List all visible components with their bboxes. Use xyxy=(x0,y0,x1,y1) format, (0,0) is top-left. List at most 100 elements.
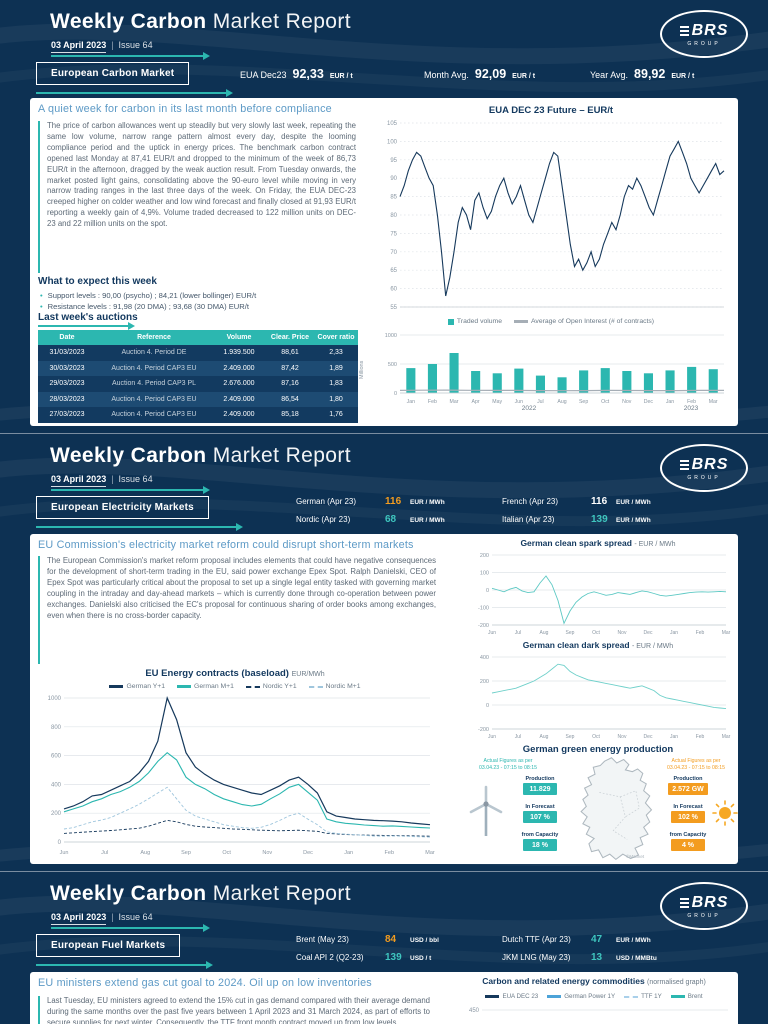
cell-ratio: 1,83 xyxy=(329,380,343,388)
date-issue: 03 April 2023 | Issue 64 xyxy=(51,912,153,925)
page-electricity-markets: Weekly Carbon Market Report 03 April 202… xyxy=(0,433,768,871)
date-separator: | xyxy=(111,40,114,50)
legend-label: German Y+1 xyxy=(126,683,166,690)
stat-italian: Italian (Apr 23) 139 EUR / MWh xyxy=(502,514,651,525)
date-issue: 03 April 2023 | Issue 64 xyxy=(51,474,153,487)
metric-label: In Forecast xyxy=(673,804,703,810)
section-title: European Electricity Markets xyxy=(36,496,209,519)
table-row: 31/03/2023 Auction 4. Period DE 1.939.500 8… xyxy=(38,345,358,361)
svg-text:Jul: Jul xyxy=(515,734,521,740)
stat-label: French (Apr 23) xyxy=(502,497,559,506)
svg-text:Jul: Jul xyxy=(101,850,108,856)
svg-text:Apr: Apr xyxy=(472,399,480,405)
svg-text:500: 500 xyxy=(388,362,397,368)
col-cover-ratio: Cover ratio xyxy=(317,334,355,341)
svg-text:Jul: Jul xyxy=(537,399,544,405)
teal-arrow-icon xyxy=(51,52,210,60)
svg-text:400: 400 xyxy=(51,782,62,788)
legend-label: German M+1 xyxy=(194,683,234,690)
article-title: EU ministers extend gas cut goal to 2024… xyxy=(38,977,372,989)
stat-label: Brent (May 23) xyxy=(296,935,349,944)
chart-title-text: EU Energy contracts (baseload) xyxy=(145,668,289,679)
stat-value: 92,33 xyxy=(292,67,324,81)
metric-value: 107 % xyxy=(523,811,557,823)
svg-text:-100: -100 xyxy=(478,606,489,612)
eua-future-chart: 55 60 65 70 75 80 85 90 95 100 105 xyxy=(387,121,725,311)
wind-capacity-row: from Capacity 18 % xyxy=(514,832,566,851)
stat-value: 89,92 xyxy=(634,67,666,81)
svg-text:800: 800 xyxy=(51,725,62,731)
chart-subtitle-text: (normalised graph) xyxy=(647,979,706,986)
stat-unit: EUR / t xyxy=(512,73,536,80)
brs-logo: BRS GROUP xyxy=(660,882,748,930)
logo-subtext: GROUP xyxy=(687,474,721,481)
energy-contracts-chart: 0 200 400 600 800 1000 Jun Jul Aug Sep Oct Nov Dec Ja… xyxy=(48,696,435,856)
green-production-title: German green energy production xyxy=(522,744,674,755)
stat-french: French (Apr 23) 116 EUR / MWh xyxy=(502,496,651,507)
svg-text:Mar: Mar xyxy=(722,630,731,636)
content-card: EU Commission's electricity market refor… xyxy=(30,534,738,864)
wind-caption: Actual Figures as per 03.04.23 - 07:15 t… xyxy=(462,758,554,772)
resistance-levels: • Resistance levels : 91,98 (20 DMA) ; 93… xyxy=(38,302,249,311)
page-fuel-markets: Weekly Carbon Market Report 03 April 202… xyxy=(0,871,768,1024)
stat-value: 116 xyxy=(385,496,402,507)
cell-ref: Auction 4. Period CAP3 EU xyxy=(111,364,197,372)
spark-spread-chart: -200 -100 0 100 200 Jun Jul Aug Sep Oct Nov Dec Jan F… xyxy=(478,553,731,636)
col-volume: Volume xyxy=(226,334,252,341)
chart-title-text: Carbon and related energy commodities xyxy=(482,976,645,986)
article-body: The price of carbon allowances went up s… xyxy=(38,121,356,273)
svg-text:75: 75 xyxy=(390,231,397,237)
solar-forecast-row: In Forecast 102 % xyxy=(662,804,714,823)
legend-label: Nordic Y+1 xyxy=(262,683,297,690)
legend-label: Traded volume xyxy=(456,318,503,325)
cell-price: 88,61 xyxy=(281,349,299,357)
cell-date: 29/03/2023 xyxy=(49,380,85,388)
stat-label: Coal API 2 (Q2-23) xyxy=(296,953,364,962)
chart-title-text: German clean dark spread xyxy=(522,640,630,650)
bullet-text: Support levels : 90,00 (psycho) ; 84,21 … xyxy=(47,291,257,300)
blue-line-icon xyxy=(547,995,562,998)
sun-icon xyxy=(712,800,738,826)
svg-text:-200: -200 xyxy=(478,623,489,629)
map-credit: ©Mariket xyxy=(626,854,645,859)
legend-traded-volume: Traded volume xyxy=(447,318,503,325)
logo-subtext: GROUP xyxy=(687,40,721,47)
stat-label: EUA Dec23 xyxy=(240,70,287,80)
svg-text:Sep: Sep xyxy=(579,399,588,405)
svg-text:May: May xyxy=(492,399,502,405)
cell-date: 28/03/2023 xyxy=(49,395,85,403)
legend-label: Brent xyxy=(687,993,703,1000)
cell-ratio: 1,80 xyxy=(329,395,343,403)
svg-text:Aug: Aug xyxy=(557,399,566,405)
stat-value: 84 xyxy=(385,934,397,945)
logo-speed-lines-icon xyxy=(679,29,689,32)
svg-text:Oct: Oct xyxy=(592,630,600,636)
section-title: European Fuel Markets xyxy=(36,934,181,957)
stat-unit: EUR / t xyxy=(671,73,695,80)
commodities-chart: 450 xyxy=(469,1008,728,1014)
dark-spread-chart-title: German clean dark spread - EUR / MWh xyxy=(462,640,734,650)
legend-brent: Brent xyxy=(670,993,703,1000)
metric-value: 18 % xyxy=(523,839,557,851)
stat-nordic: Nordic (Apr 23) 68 EUR / MWh xyxy=(296,514,445,525)
svg-text:1000: 1000 xyxy=(48,696,62,702)
dark-spread-chart: -200 0 200 400 Jun Jul Aug Sep Oct Nov Dec Jan Feb Ma… xyxy=(478,655,731,740)
energy-contracts-legend: German Y+1 German M+1 Nordic Y+1 Nordic … xyxy=(30,683,440,690)
volume-legend: Traded volume Average of Open Interest (… xyxy=(370,318,732,325)
stat-unit: EUR / MWh xyxy=(616,937,651,944)
stat-label: Year Avg. xyxy=(590,70,629,80)
year-2023-label: 2023 xyxy=(683,405,699,412)
date-separator: | xyxy=(111,474,114,484)
svg-text:100: 100 xyxy=(387,139,398,145)
issue-number: Issue 64 xyxy=(118,474,153,484)
bullet-icon: • xyxy=(40,291,43,300)
chart-title-text: German clean spark spread xyxy=(520,538,632,548)
stat-unit: EUR / t xyxy=(329,73,353,80)
logo-speed-lines-icon xyxy=(679,901,689,904)
traded-volume-chart: 0 500 1000 Jan Feb Mar Apr May Jun Jul Aug Sep Oct No… xyxy=(385,333,724,405)
cell-vol: 2.409.000 xyxy=(223,395,255,403)
table-header-row: Date Reference Volume Clear. Price Cover… xyxy=(38,330,358,345)
teal-square-icon xyxy=(447,318,454,325)
svg-text:Oct: Oct xyxy=(601,399,610,405)
stat-eua-dec23: EUA Dec23 92,33 EUR / t xyxy=(240,67,353,81)
